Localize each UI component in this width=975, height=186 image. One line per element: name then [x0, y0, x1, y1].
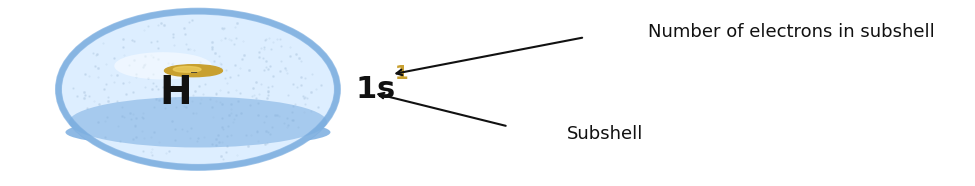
Text: $\mathbf{1s}$: $\mathbf{1s}$: [356, 75, 396, 104]
Ellipse shape: [58, 11, 337, 167]
Ellipse shape: [69, 97, 327, 147]
Text: $\mathbf{1}$: $\mathbf{1}$: [394, 64, 409, 83]
Ellipse shape: [114, 52, 212, 80]
Circle shape: [165, 65, 222, 77]
Ellipse shape: [65, 117, 331, 147]
Text: $-$: $-$: [189, 66, 198, 76]
Text: H: H: [159, 74, 192, 112]
Text: Number of electrons in subshell: Number of electrons in subshell: [647, 23, 935, 41]
Circle shape: [174, 67, 201, 72]
Text: Subshell: Subshell: [566, 125, 644, 143]
